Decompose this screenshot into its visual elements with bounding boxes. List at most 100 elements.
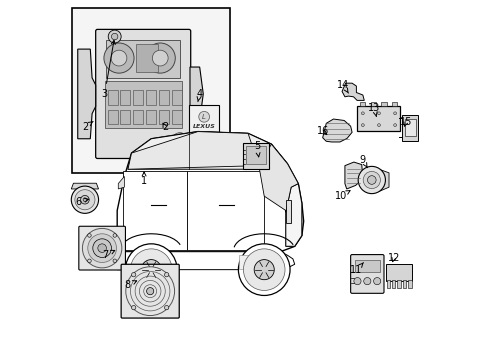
Circle shape [146,288,153,295]
Text: 15: 15 [399,117,411,127]
FancyBboxPatch shape [159,110,169,125]
Circle shape [361,112,364,115]
Circle shape [111,33,118,40]
Text: 14: 14 [337,80,349,93]
FancyBboxPatch shape [386,280,389,288]
Text: 12: 12 [386,253,399,263]
FancyBboxPatch shape [79,226,125,270]
Circle shape [367,176,375,184]
Polygon shape [128,132,287,169]
FancyBboxPatch shape [396,280,400,288]
Polygon shape [344,162,362,189]
FancyBboxPatch shape [146,110,156,125]
FancyBboxPatch shape [285,200,290,223]
Circle shape [88,234,116,262]
Circle shape [75,190,95,210]
FancyBboxPatch shape [386,264,411,281]
Text: 5: 5 [253,141,260,157]
Circle shape [357,166,385,194]
Circle shape [93,239,111,257]
FancyBboxPatch shape [72,8,230,173]
Text: L: L [202,114,205,120]
FancyBboxPatch shape [354,260,379,272]
Circle shape [130,249,172,291]
FancyBboxPatch shape [391,102,396,106]
FancyBboxPatch shape [245,146,265,164]
FancyBboxPatch shape [121,264,179,318]
FancyBboxPatch shape [136,44,158,72]
Circle shape [238,244,289,296]
FancyBboxPatch shape [407,280,411,288]
FancyBboxPatch shape [106,40,180,78]
Text: 8: 8 [124,280,136,290]
Circle shape [113,234,116,237]
Circle shape [164,306,168,310]
Circle shape [243,249,285,291]
Polygon shape [187,171,264,250]
FancyBboxPatch shape [96,30,190,158]
Circle shape [377,124,380,127]
FancyBboxPatch shape [107,90,117,105]
Text: 4: 4 [196,89,203,102]
FancyBboxPatch shape [381,102,386,106]
Text: 10: 10 [334,190,349,201]
Text: 7: 7 [102,249,115,260]
Text: 2: 2 [81,121,93,132]
Text: 2: 2 [162,122,168,132]
Circle shape [81,195,89,204]
Text: 16: 16 [316,126,328,136]
FancyBboxPatch shape [133,110,143,125]
Circle shape [113,259,116,262]
FancyBboxPatch shape [405,119,415,136]
Circle shape [82,228,122,268]
FancyBboxPatch shape [359,102,364,106]
Circle shape [87,259,91,262]
Text: 6: 6 [76,197,88,207]
Circle shape [111,50,126,66]
FancyBboxPatch shape [192,144,215,151]
Polygon shape [122,171,187,250]
Circle shape [254,260,274,280]
Polygon shape [118,176,124,189]
FancyBboxPatch shape [391,280,395,288]
FancyBboxPatch shape [104,81,182,128]
Circle shape [363,278,370,285]
Polygon shape [378,169,388,192]
Polygon shape [285,184,301,246]
Polygon shape [322,119,351,142]
Circle shape [353,278,360,285]
Polygon shape [190,67,203,121]
Circle shape [145,43,175,73]
FancyBboxPatch shape [370,102,375,106]
Circle shape [98,244,106,252]
FancyBboxPatch shape [188,105,219,153]
Polygon shape [78,49,96,139]
Circle shape [87,234,91,237]
FancyBboxPatch shape [350,255,383,293]
Ellipse shape [264,265,274,271]
Polygon shape [341,83,364,100]
Polygon shape [258,144,298,212]
Circle shape [363,171,380,189]
FancyBboxPatch shape [133,90,143,105]
Circle shape [172,133,187,148]
FancyBboxPatch shape [120,90,130,105]
Polygon shape [128,132,258,169]
Polygon shape [71,183,99,189]
Circle shape [131,273,136,277]
FancyBboxPatch shape [172,90,182,105]
FancyBboxPatch shape [159,90,169,105]
Circle shape [71,186,99,213]
Circle shape [393,112,396,115]
Circle shape [104,43,134,73]
Text: 9: 9 [359,155,366,168]
Circle shape [198,111,209,122]
FancyBboxPatch shape [239,255,262,269]
FancyBboxPatch shape [120,110,130,125]
Circle shape [108,30,121,43]
Text: LEXUS: LEXUS [192,124,215,129]
Circle shape [164,273,168,277]
Polygon shape [117,252,294,270]
FancyBboxPatch shape [402,115,418,140]
Circle shape [377,112,380,115]
